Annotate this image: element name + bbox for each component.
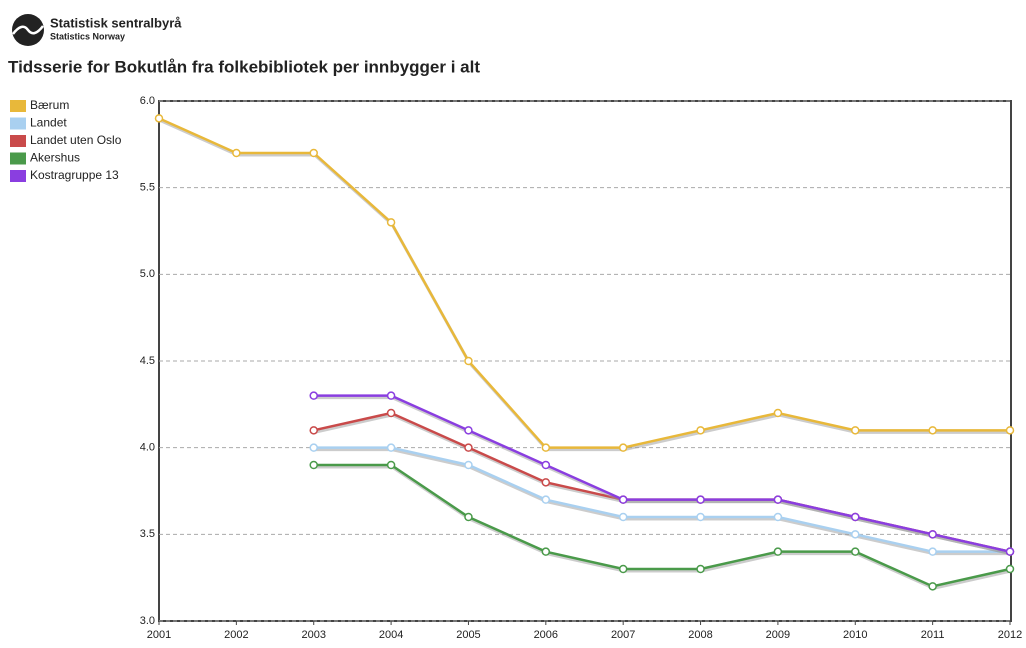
point	[309, 426, 318, 435]
point	[773, 408, 783, 418]
x-tick-label: 2012	[998, 629, 1022, 641]
point	[618, 495, 628, 504]
point	[928, 582, 937, 591]
line-shadow	[159, 118, 1011, 452]
x-tick-label: 2006	[534, 629, 558, 641]
point	[386, 391, 396, 400]
point	[1005, 547, 1015, 556]
legend-label: Akershus	[30, 151, 80, 165]
point	[464, 426, 473, 435]
point	[464, 460, 473, 470]
logo-swoosh	[12, 25, 44, 35]
x-tick-label: 2009	[766, 629, 790, 641]
series-line	[313, 394, 1011, 553]
x-tick-label: 2002	[224, 629, 248, 641]
legend-swatch	[10, 135, 26, 147]
point	[464, 512, 473, 522]
legend-swatch	[10, 170, 26, 182]
point	[696, 495, 705, 504]
y-tick-label: 5.0	[140, 268, 155, 280]
point	[541, 547, 551, 556]
point	[232, 148, 241, 158]
y-tick-label: 6.0	[140, 95, 155, 107]
legend-swatch	[10, 100, 26, 112]
legend-label: Landet uten Oslo	[30, 133, 122, 147]
point	[696, 564, 705, 574]
series-line	[313, 446, 1010, 553]
point	[1005, 564, 1015, 574]
x-tick-label: 2008	[688, 629, 712, 641]
point	[851, 426, 860, 435]
point	[618, 564, 628, 574]
point	[386, 218, 396, 227]
x-tick-label: 2007	[611, 629, 635, 641]
legend-label: Landet	[30, 116, 67, 130]
legend-label: Bærum	[30, 98, 69, 112]
point	[618, 512, 628, 522]
legend-label: Kostragruppe 13	[30, 168, 119, 182]
series-line	[313, 463, 1011, 588]
point	[154, 114, 164, 123]
point	[309, 148, 318, 158]
point	[541, 478, 551, 487]
logo-name: Statistisk sentralbyrå	[50, 15, 182, 30]
point	[464, 443, 473, 452]
x-tick-label: 2011	[921, 629, 945, 641]
point	[309, 443, 318, 452]
logo-subname: Statistics Norway	[50, 31, 125, 41]
point	[1005, 426, 1015, 435]
series-line	[158, 117, 1010, 449]
legend-swatch	[10, 117, 26, 130]
point	[386, 460, 396, 470]
point	[541, 460, 551, 470]
line-shadow	[314, 448, 1011, 556]
point	[773, 495, 783, 504]
point	[541, 495, 551, 504]
point	[851, 547, 860, 556]
y-tick-label: 4.0	[140, 442, 155, 454]
point	[309, 391, 318, 400]
line-shadow	[314, 396, 1012, 556]
point	[773, 547, 783, 556]
x-tick-label: 2010	[843, 629, 867, 641]
point	[928, 426, 937, 435]
x-tick-label: 2003	[301, 629, 325, 641]
y-tick-label: 4.5	[140, 355, 155, 367]
point	[773, 512, 783, 522]
point	[309, 460, 318, 470]
y-tick-label: 5.5	[140, 182, 155, 194]
y-tick-label: 3.0	[140, 615, 155, 627]
y-tick-label: 3.5	[140, 528, 155, 540]
point	[386, 408, 396, 418]
point	[928, 547, 937, 556]
x-tick-label: 2001	[147, 629, 171, 641]
legend-swatch	[10, 152, 26, 165]
point	[851, 530, 860, 539]
point	[928, 530, 937, 539]
point	[696, 512, 705, 522]
point	[541, 443, 551, 452]
point	[851, 512, 860, 522]
x-tick-label: 2005	[456, 629, 480, 641]
point	[464, 356, 473, 366]
chart-title: Tidsserie for Bokutlån fra folkebibliote…	[8, 57, 480, 76]
point	[696, 426, 705, 435]
point	[618, 443, 628, 452]
x-tick-label: 2004	[379, 629, 403, 641]
point	[386, 443, 396, 452]
